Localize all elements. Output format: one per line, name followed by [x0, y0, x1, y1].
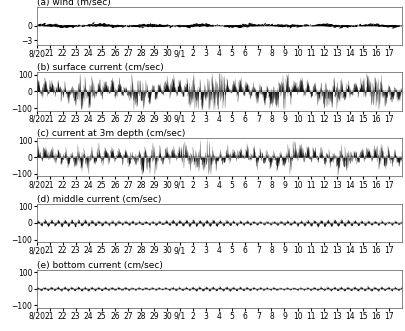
Text: (c) current at 3m depth (cm/sec): (c) current at 3m depth (cm/sec): [36, 129, 184, 138]
Text: (b) surface current (cm/sec): (b) surface current (cm/sec): [36, 63, 163, 72]
Text: (d) middle current (cm/sec): (d) middle current (cm/sec): [36, 195, 160, 204]
Text: (a) wind (m/sec): (a) wind (m/sec): [36, 0, 110, 7]
Text: (e) bottom current (cm/sec): (e) bottom current (cm/sec): [36, 260, 162, 269]
